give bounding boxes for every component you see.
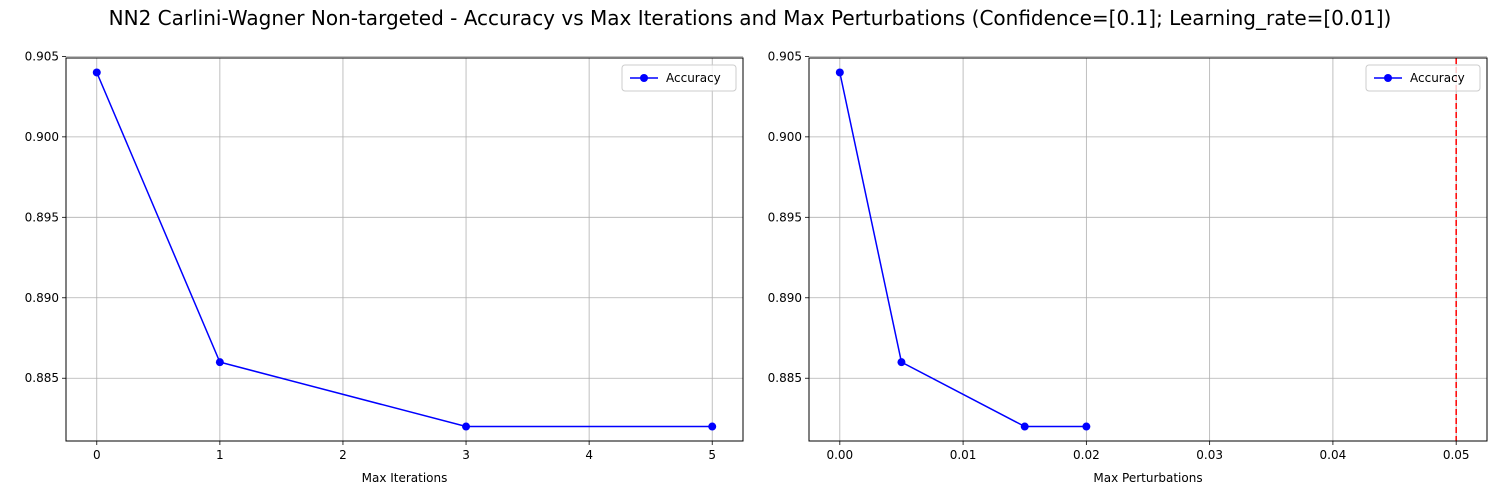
legend-box [1365, 64, 1481, 92]
x-tick-label: 3 [462, 448, 470, 462]
accuracy-data-point [215, 358, 224, 367]
y-tick-label: 0.900 [25, 130, 59, 144]
y-tick-label: 0.885 [768, 371, 802, 385]
axes-frame [808, 57, 1488, 442]
legend-label: Accuracy [666, 71, 721, 85]
y-tick-label: 0.895 [768, 210, 802, 224]
accuracy-data-point [1020, 422, 1029, 431]
x-tick-label: 1 [216, 448, 224, 462]
accuracy-data-point [92, 68, 101, 77]
x-tick-label: 2 [339, 448, 347, 462]
x-tick-label: 0.01 [950, 448, 977, 462]
x-tick-label: 4 [585, 448, 593, 462]
x-tick-label: 0.03 [1196, 448, 1223, 462]
y-tick-label: 0.885 [25, 371, 59, 385]
x-axis-label: Max Perturbations [1093, 471, 1202, 485]
y-tick-label: 0.895 [25, 210, 59, 224]
accuracy-data-point [708, 422, 717, 431]
y-tick-label: 0.890 [25, 291, 59, 305]
legend-marker [640, 74, 648, 82]
x-tick-label: 5 [708, 448, 716, 462]
accuracy-series-line [96, 72, 713, 428]
x-tick-label: 0.02 [1073, 448, 1100, 462]
x-tick-label: 0.04 [1320, 448, 1347, 462]
accuracy-series-line [839, 72, 1087, 428]
y-tick-label: 0.890 [768, 291, 802, 305]
figure-title: NN2 Carlini-Wagner Non-targeted - Accura… [108, 6, 1392, 30]
accuracy-data-point [835, 68, 844, 77]
x-axis-label: Max Iterations [362, 471, 448, 485]
accuracy-data-point [1082, 422, 1091, 431]
left-chart-panel: 0 1 2 3 4 5 0.885 0.890 0.895 0.900 0.905 Max Itera… [25, 49, 744, 485]
x-tick-label: 0.05 [1443, 448, 1470, 462]
legend-box [621, 64, 737, 92]
y-tick-label: 0.905 [25, 49, 59, 63]
x-tick-label: 0.00 [826, 448, 853, 462]
legend-marker [1384, 74, 1392, 82]
y-tick-label: 0.900 [768, 130, 802, 144]
y-tick-label: 0.905 [768, 49, 802, 63]
axes-frame [65, 57, 744, 442]
accuracy-data-point [897, 358, 906, 367]
x-tick-label: 0 [93, 448, 101, 462]
legend-label: Accuracy [1410, 71, 1465, 85]
right-chart-panel: 0.00 0.01 0.02 0.03 0.04 0.05 0.885 0.890 0.895 0… [768, 49, 1488, 485]
accuracy-data-point [462, 422, 471, 431]
